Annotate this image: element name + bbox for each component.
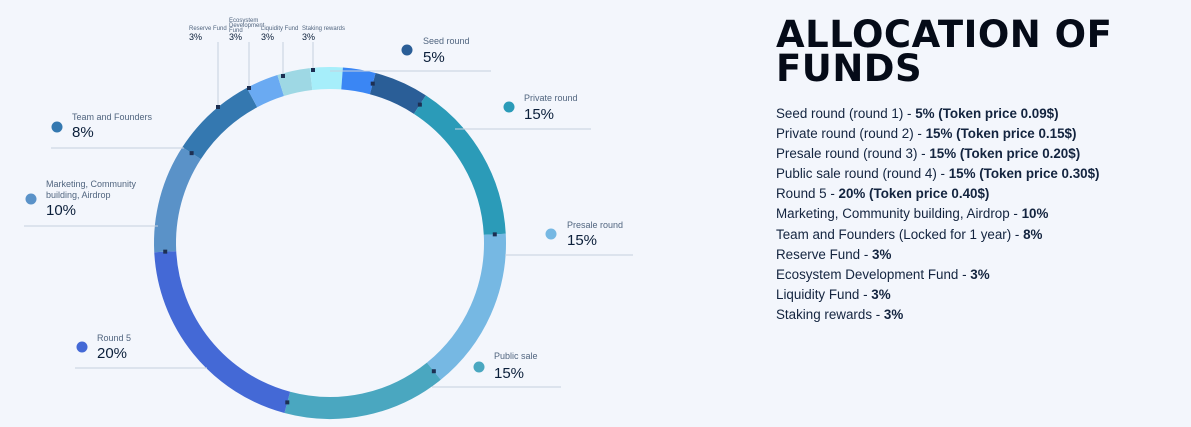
list-item-value: 20% (Token price 0.40$) <box>838 186 990 202</box>
legend-dot <box>76 341 88 353</box>
page-title: ALLOCATION OF FUNDS <box>776 13 1113 90</box>
tick-marker <box>163 249 168 254</box>
slice-value-label: 3% <box>189 32 202 42</box>
legend-dot <box>401 44 413 56</box>
slice-value-label: 3% <box>302 32 315 42</box>
slice-value-label: 3% <box>229 32 242 42</box>
slice-name-label: Round 5 <box>97 333 131 343</box>
list-item-text: Team and Founders (Locked for 1 year) - <box>776 226 1024 242</box>
list-item: Presale round (round 3) - 15% (Token pri… <box>776 144 1100 164</box>
slice-name-label: Marketing, Community building, Airdrop <box>46 179 137 200</box>
list-item: Round 5 - 20% (Token price 0.40$) <box>776 184 1100 204</box>
legend-dot <box>25 193 37 205</box>
allocation-donut-chart: Seed round 5% Private round 15% Presale roun… <box>24 18 633 419</box>
slice-name-label: Seed round <box>423 36 470 46</box>
list-item-text: Round 5 - <box>776 186 839 202</box>
tick-marker <box>417 102 422 107</box>
list-item-text: Seed round (round 1) - <box>776 106 916 121</box>
donut-slice <box>154 147 201 253</box>
slice-value-label: 15% <box>494 365 524 382</box>
slice-name-label: Staking rewards <box>302 26 345 32</box>
slice-name-label: Team and Founders <box>72 112 153 122</box>
tick-marker <box>189 151 194 156</box>
tick-marker <box>285 400 290 405</box>
list-item-text: Ecosystem Development Fund - <box>776 266 971 282</box>
slice-name-label: Private round <box>524 93 578 103</box>
list-item-text: Liquidity Fund - <box>776 286 872 302</box>
slice-name-label: Reserve Fund <box>189 26 227 32</box>
list-item-value: 5% (Token price 0.09$) <box>915 106 1059 121</box>
list-item-value: 3% <box>970 266 990 282</box>
list-item: Reserve Fund - 3% <box>776 245 1100 265</box>
list-item-text: Marketing, Community building, Airdrop - <box>776 206 1022 222</box>
list-item: Seed round (round 1) - 5% (Token price 0… <box>776 104 1100 124</box>
allocation-list: Seed round (round 1) - 5% (Token price 0… <box>776 104 1100 325</box>
donut-slice <box>369 72 426 115</box>
slice-name-label: Liquidity Fund <box>261 26 298 32</box>
donut-slice <box>309 67 343 91</box>
list-item: Staking rewards - 3% <box>776 305 1100 325</box>
list-item: Team and Founders (Locked for 1 year) - … <box>776 225 1100 245</box>
tick-marker <box>431 369 436 374</box>
slice-value-label: 8% <box>72 124 94 141</box>
donut-slice <box>182 87 258 160</box>
legend-dot <box>51 121 63 133</box>
slice-value-label: 10% <box>46 202 76 219</box>
slice-value-label: 3% <box>261 32 274 42</box>
list-item-value: 8% <box>1023 226 1043 242</box>
list-item-value: 15% (Token price 0.15$) <box>925 126 1077 142</box>
list-item-value: 3% <box>871 286 891 302</box>
list-item-text: Public sale round (round 4) - <box>776 166 949 182</box>
list-item-text: Reserve Fund - <box>776 246 873 262</box>
donut-slice <box>413 95 506 236</box>
slice-value-label: 5% <box>423 49 445 66</box>
slice-value-label: 15% <box>567 232 597 249</box>
list-item-value: 10% <box>1021 206 1049 222</box>
legend-dot <box>503 101 515 113</box>
list-item-text: Private round (round 2) - <box>776 126 926 142</box>
donut-slice <box>154 250 291 414</box>
donut-slice <box>246 75 285 108</box>
legend-dot <box>545 228 557 240</box>
list-item: Marketing, Community building, Airdrop -… <box>776 204 1100 224</box>
slice-name-label: Public sale <box>494 351 538 361</box>
slice-name-label: Ecosystem Development Fund <box>229 18 265 34</box>
list-item: Public sale round (round 4) - 15% (Token… <box>776 164 1100 184</box>
donut-slice <box>277 68 313 97</box>
slice-value-label: 15% <box>524 106 554 123</box>
list-item-value: 15% (Token price 0.20$) <box>929 146 1081 162</box>
tick-marker <box>281 74 285 78</box>
list-item-text: Presale round (round 3) - <box>776 146 930 162</box>
slice-value-label: 20% <box>97 345 127 362</box>
list-item-value: 3% <box>872 246 892 262</box>
list-item: Ecosystem Development Fund - 3% <box>776 265 1100 285</box>
tick-marker <box>492 232 497 237</box>
list-item-text: Staking rewards - <box>776 306 884 322</box>
tick-marker <box>216 105 220 109</box>
slice-name-label: Presale round <box>567 220 623 230</box>
list-item: Liquidity Fund - 3% <box>776 285 1100 305</box>
list-item: Private round (round 2) - 15% (Token pri… <box>776 124 1100 144</box>
tick-marker <box>311 68 315 72</box>
legend-dot <box>473 361 485 373</box>
list-item-value: 15% (Token price 0.30$) <box>948 166 1100 182</box>
donut-slice <box>341 67 376 95</box>
donut-slice <box>284 362 441 419</box>
list-item-value: 3% <box>883 306 904 322</box>
tick-marker <box>247 86 251 90</box>
donut-slice <box>426 233 506 380</box>
tick-marker <box>370 81 375 86</box>
